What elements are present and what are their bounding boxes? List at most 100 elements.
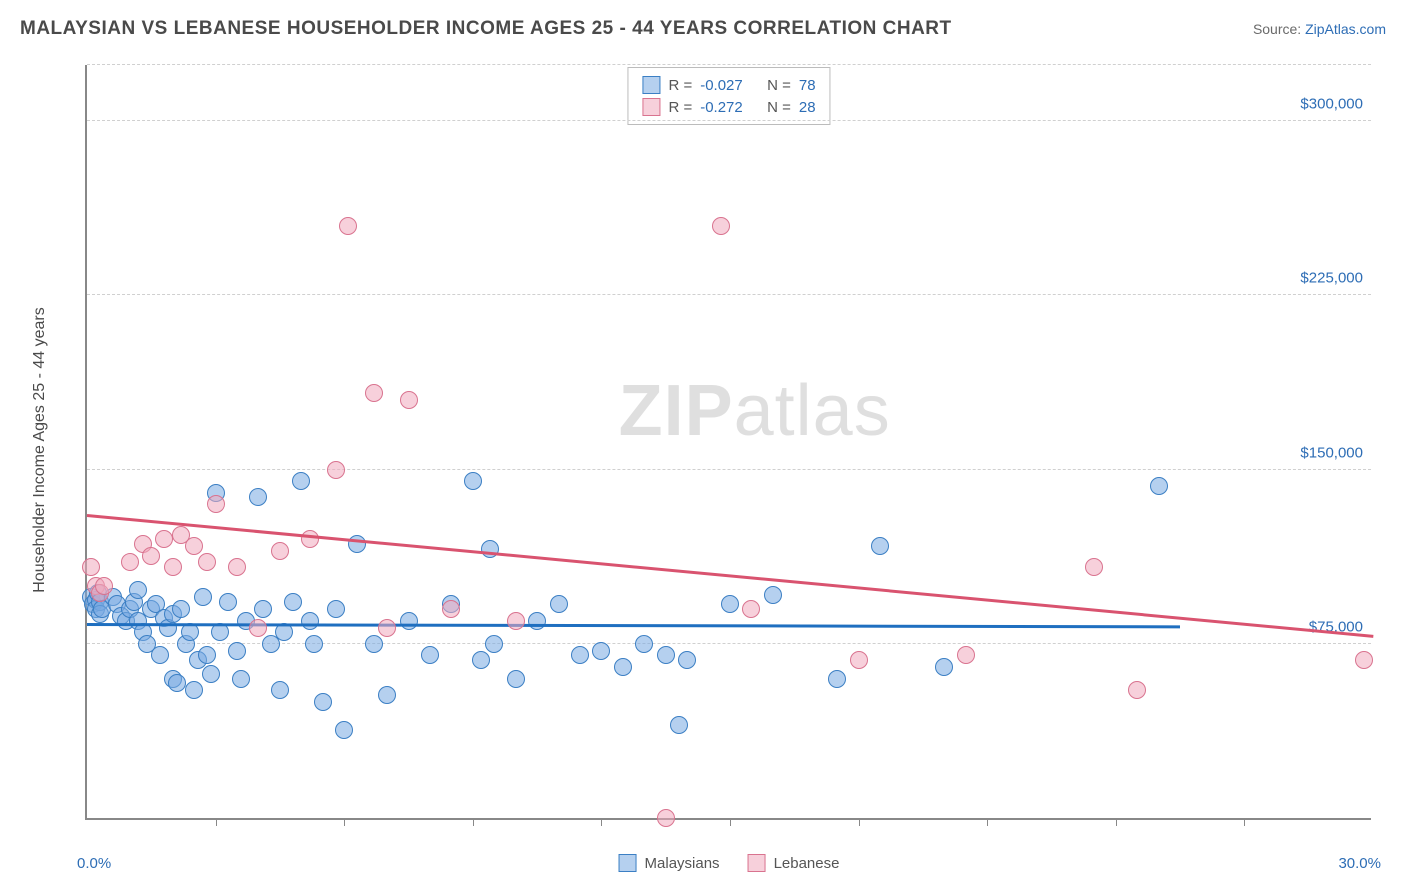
stat-R-label: R = xyxy=(668,99,692,116)
data-point-malaysians xyxy=(194,588,212,606)
stats-row-malaysians: R = -0.027 N = 78 xyxy=(642,74,815,96)
data-point-lebanese xyxy=(142,547,160,565)
stat-R-label: R = xyxy=(668,77,692,94)
stats-row-lebanese: R = -0.272 N = 28 xyxy=(642,96,815,118)
plot-area: ZIPatlas R = -0.027 N = 78 R = -0.272 N … xyxy=(85,65,1371,820)
data-point-lebanese xyxy=(957,646,975,664)
source-prefix: Source: xyxy=(1253,21,1305,37)
legend-label-malaysians: Malaysians xyxy=(645,855,720,872)
data-point-lebanese xyxy=(339,217,357,235)
swatch-lebanese-icon xyxy=(748,854,766,872)
data-point-lebanese xyxy=(1128,681,1146,699)
data-point-lebanese xyxy=(121,553,139,571)
trend-line-lebanese xyxy=(87,514,1373,637)
data-point-malaysians xyxy=(271,681,289,699)
data-point-lebanese xyxy=(301,530,319,548)
data-point-lebanese xyxy=(95,577,113,595)
x-tick xyxy=(601,818,602,826)
x-axis-max-label: 30.0% xyxy=(1338,855,1381,872)
data-point-lebanese xyxy=(712,217,730,235)
data-point-lebanese xyxy=(1085,558,1103,576)
data-point-malaysians xyxy=(172,600,190,618)
data-point-malaysians xyxy=(198,646,216,664)
data-point-malaysians xyxy=(284,593,302,611)
y-tick-label: $150,000 xyxy=(1300,444,1363,461)
watermark-thin: atlas xyxy=(734,371,891,451)
x-tick xyxy=(1244,818,1245,826)
data-point-malaysians xyxy=(678,651,696,669)
data-point-lebanese xyxy=(198,553,216,571)
data-point-lebanese xyxy=(327,461,345,479)
data-point-malaysians xyxy=(472,651,490,669)
x-tick xyxy=(216,818,217,826)
data-point-malaysians xyxy=(348,535,366,553)
chart-title: MALAYSIAN VS LEBANESE HOUSEHOLDER INCOME… xyxy=(20,18,952,40)
data-point-lebanese xyxy=(249,619,267,637)
data-point-malaysians xyxy=(464,472,482,490)
data-point-malaysians xyxy=(292,472,310,490)
data-point-lebanese xyxy=(507,612,525,630)
data-point-malaysians xyxy=(378,686,396,704)
y-tick-label: $225,000 xyxy=(1300,270,1363,287)
data-point-lebanese xyxy=(657,809,675,827)
data-point-lebanese xyxy=(185,537,203,555)
data-point-malaysians xyxy=(181,623,199,641)
x-axis-min-label: 0.0% xyxy=(77,855,111,872)
stat-R-lebanese: -0.272 xyxy=(700,99,743,116)
data-point-lebanese xyxy=(442,600,460,618)
data-point-malaysians xyxy=(249,488,267,506)
data-point-lebanese xyxy=(164,558,182,576)
data-point-lebanese xyxy=(155,530,173,548)
data-point-malaysians xyxy=(764,586,782,604)
data-point-malaysians xyxy=(635,635,653,653)
stats-box: R = -0.027 N = 78 R = -0.272 N = 28 xyxy=(627,67,830,125)
data-point-lebanese xyxy=(207,495,225,513)
data-point-lebanese xyxy=(742,600,760,618)
data-point-malaysians xyxy=(485,635,503,653)
bottom-legend: Malaysians Lebanese xyxy=(619,854,840,872)
data-point-malaysians xyxy=(168,674,186,692)
x-tick xyxy=(473,818,474,826)
data-point-malaysians xyxy=(305,635,323,653)
source-attribution: Source: ZipAtlas.com xyxy=(1253,21,1386,37)
swatch-lebanese-icon xyxy=(642,98,660,116)
data-point-malaysians xyxy=(151,646,169,664)
data-point-malaysians xyxy=(935,658,953,676)
data-point-malaysians xyxy=(528,612,546,630)
x-tick xyxy=(859,818,860,826)
stat-N-malaysians: 78 xyxy=(799,77,816,94)
data-point-lebanese xyxy=(365,384,383,402)
gridline-h xyxy=(87,64,1371,65)
stat-R-malaysians: -0.027 xyxy=(700,77,743,94)
data-point-malaysians xyxy=(670,716,688,734)
watermark: ZIPatlas xyxy=(619,370,891,452)
data-point-malaysians xyxy=(232,670,250,688)
y-axis-title: Householder Income Ages 25 - 44 years xyxy=(31,307,49,593)
data-point-lebanese xyxy=(82,558,100,576)
data-point-lebanese xyxy=(378,619,396,637)
data-point-malaysians xyxy=(507,670,525,688)
data-point-malaysians xyxy=(721,595,739,613)
gridline-h xyxy=(87,120,1371,121)
stat-N-label: N = xyxy=(767,77,791,94)
correlation-chart: Householder Income Ages 25 - 44 years ZI… xyxy=(50,55,1386,845)
header: MALAYSIAN VS LEBANESE HOUSEHOLDER INCOME… xyxy=(0,0,1406,48)
data-point-malaysians xyxy=(254,600,272,618)
data-point-malaysians xyxy=(301,612,319,630)
gridline-h xyxy=(87,469,1371,470)
data-point-malaysians xyxy=(228,642,246,660)
stat-N-label: N = xyxy=(767,99,791,116)
data-point-malaysians xyxy=(314,693,332,711)
stat-N-lebanese: 28 xyxy=(799,99,816,116)
gridline-h xyxy=(87,294,1371,295)
swatch-malaysians-icon xyxy=(619,854,637,872)
data-point-malaysians xyxy=(571,646,589,664)
watermark-bold: ZIP xyxy=(619,371,734,451)
data-point-malaysians xyxy=(657,646,675,664)
data-point-malaysians xyxy=(1150,477,1168,495)
x-tick xyxy=(344,818,345,826)
data-point-lebanese xyxy=(228,558,246,576)
swatch-malaysians-icon xyxy=(642,76,660,94)
source-link[interactable]: ZipAtlas.com xyxy=(1305,21,1386,37)
legend-item-lebanese: Lebanese xyxy=(748,854,840,872)
